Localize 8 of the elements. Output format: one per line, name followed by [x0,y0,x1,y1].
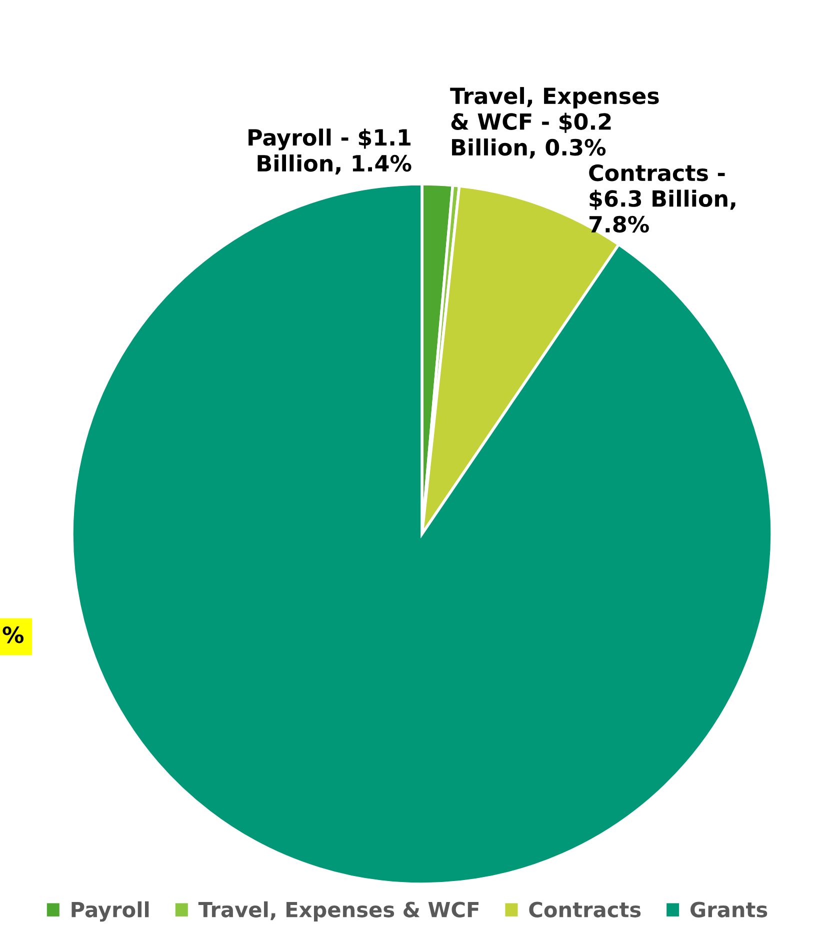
data-label: Travel, Expenses & WCF - $0.2 Billion, 0.3% [450,87,659,159]
legend-label: Travel, Expenses & WCF [198,901,478,922]
data-label: Payroll - $1.1 Billion, 1.4% [248,128,412,175]
data-label: Contracts - $6.3 Billion, 7.8% [589,164,736,233]
legend-label: Grants [690,902,768,918]
data-label: % [2,626,24,644]
legend-label: Payroll [72,901,149,922]
legend-label: Contracts [529,902,641,918]
